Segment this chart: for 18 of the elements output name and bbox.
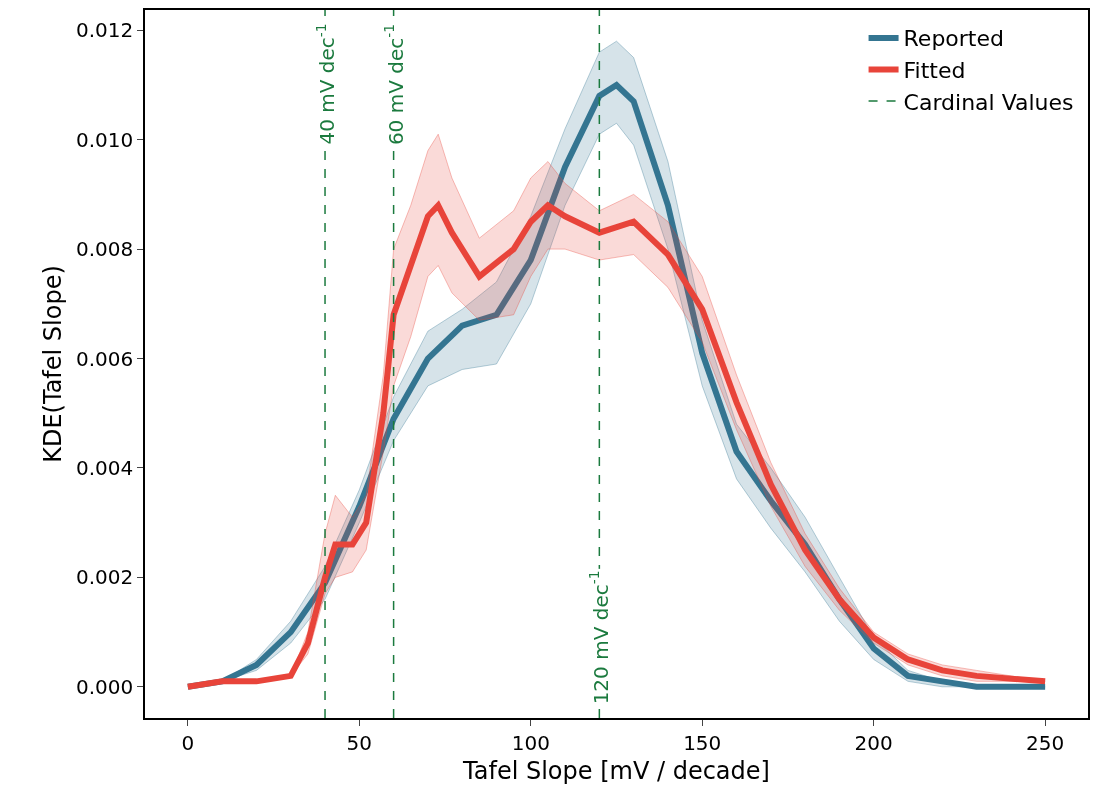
annotation: Cardinal Values [903, 89, 1074, 115]
x-tick-label: 250 [1026, 730, 1065, 755]
x-tick-label: 50 [346, 730, 373, 755]
x-tick-label: 0 [181, 730, 195, 755]
legend-label: Fitted [903, 58, 966, 84]
x-tick-label: 150 [683, 730, 722, 755]
y-tick-label: 0.010 [75, 127, 134, 152]
legend-label: Reported [903, 26, 1005, 52]
y-tick-label: 0.002 [75, 565, 134, 590]
y-tick-label: 0.006 [75, 346, 134, 371]
x-tick-label: 200 [854, 730, 893, 755]
y-axis-title: KDE(Tafel Slope) [38, 265, 67, 463]
y-tick-label: 0.008 [75, 237, 134, 262]
y-tick-label: 0.012 [75, 18, 134, 43]
y-tick-label: 0.004 [75, 455, 134, 480]
x-tick-label: 100 [511, 730, 550, 755]
x-axis-title: Tafel Slope [mV / decade] [462, 756, 770, 785]
y-tick-label: 0.000 [75, 674, 134, 699]
